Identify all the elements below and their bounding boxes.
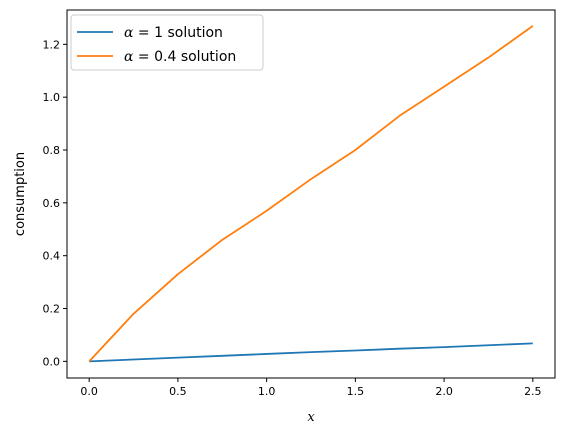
x-tick-label: 2.0: [435, 385, 453, 398]
y-tick-label: 1.0: [43, 91, 61, 104]
legend-box: [70, 14, 264, 71]
legend-text-series-1: = 1 solution: [133, 25, 222, 41]
x-tick-label: 1.5: [347, 385, 365, 398]
y-tick-label: 0.4: [43, 250, 61, 263]
legend-label-series-1: α = 1 solution: [124, 25, 223, 41]
legend-symbol-series-1: α: [124, 25, 134, 41]
series-layer: [88, 25, 534, 363]
y-tick-label: 0.2: [43, 303, 61, 316]
y-tick-label: 0.8: [43, 144, 61, 157]
x-axis: 0.0 0.5 1.0 1.5 2.0 2.5: [80, 378, 542, 398]
legend-symbol-series-2: α: [124, 49, 134, 65]
legend-text-series-2: = 0.4 solution: [133, 49, 236, 65]
x-tick-label: 2.5: [524, 385, 542, 398]
plot-frame: [66, 9, 556, 379]
x-tick-label: 0.0: [80, 385, 98, 398]
legend-label-series-2: α = 0.4 solution: [124, 49, 236, 65]
y-tick-label: 1.2: [43, 38, 61, 51]
y-tick-label: 0.0: [43, 355, 61, 368]
legend: α = 1 solution α = 0.4 solution: [70, 14, 264, 71]
y-axis-label: consumption: [13, 152, 28, 236]
series-line-2: [88, 25, 534, 362]
x-tick-label: 0.5: [169, 385, 187, 398]
series-line-1: [89, 342, 533, 363]
x-axis-label: x: [307, 410, 315, 425]
x-tick-label: 1.0: [258, 385, 276, 398]
y-tick-label: 0.6: [43, 197, 61, 210]
y-axis: 0.0 0.2 0.4 0.6 0.8 1.0 1.2: [43, 38, 67, 368]
